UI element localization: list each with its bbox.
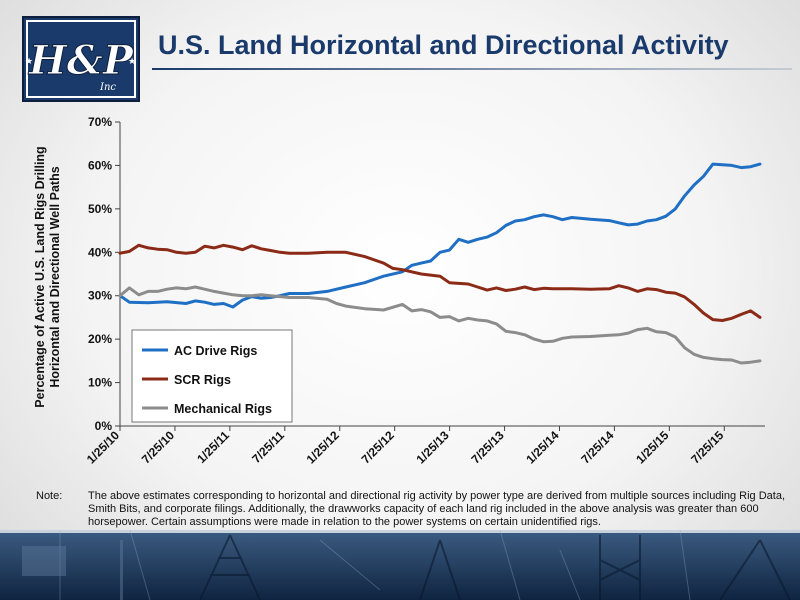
x-tick-label: 1/25/11 xyxy=(194,428,232,466)
y-axis-title: Percentage of Active U.S. Land Rigs Dril… xyxy=(33,146,62,407)
chart-axes xyxy=(119,122,765,427)
series-line-scr-rigs xyxy=(118,243,762,322)
legend-label: Mechanical Rigs xyxy=(174,402,272,416)
logo-small-text: Inc xyxy=(99,82,116,93)
y-tick-label: 40% xyxy=(88,245,112,259)
y-tick-label: 50% xyxy=(88,202,112,216)
decorative-rig-photo-strip xyxy=(0,530,800,600)
y-tick-label: 60% xyxy=(88,158,112,172)
x-tick-label: 7/25/10 xyxy=(139,428,177,466)
hp-logo: ★ ★ H&P Inc xyxy=(22,16,140,102)
y-tick-label: 30% xyxy=(88,289,112,303)
x-tick-label: 1/25/15 xyxy=(633,428,671,466)
x-tick-label: 1/25/10 xyxy=(84,428,122,466)
x-tick-label: 1/25/12 xyxy=(304,428,342,466)
x-tick-label: 7/25/13 xyxy=(468,428,506,466)
x-tick-label: 7/25/12 xyxy=(359,428,397,466)
footnote-label: Note: xyxy=(36,490,63,502)
y-axis-title-line-1: Percentage of Active U.S. Land Rigs Dril… xyxy=(33,146,47,407)
y-axis-title-line-2: Horizontal and Directional Well Paths xyxy=(48,166,62,387)
line-chart: 0% 10% 20% 30% 40% 50% 60% 70% 1/25/10 7/25/10 1/2… xyxy=(84,115,765,466)
logo-star-right: ★ xyxy=(128,57,136,67)
chart-legend: AC Drive Rigs SCR Rigs Mechanical Rigs xyxy=(131,329,293,423)
y-tick-label: 10% xyxy=(88,376,112,390)
x-tick-label: 7/25/15 xyxy=(688,428,726,466)
x-tick-label: 7/25/14 xyxy=(578,428,616,466)
legend-label: SCR Rigs xyxy=(174,373,231,387)
logo-star-left: ★ xyxy=(25,57,33,67)
footnote-text: The above estimates corresponding to hor… xyxy=(88,490,786,528)
x-tick-label: 1/25/14 xyxy=(523,428,561,466)
series-line-mechanical-rigs xyxy=(118,285,762,365)
logo-text: H&P xyxy=(28,37,135,84)
slide-title: U.S. Land Horizontal and Directional Act… xyxy=(158,30,729,60)
chart-lines xyxy=(118,162,762,365)
y-tick-label: 20% xyxy=(88,332,112,346)
legend-label: AC Drive Rigs xyxy=(174,344,257,358)
series-line-ac-drive-rigs xyxy=(118,162,762,309)
y-tick-label: 70% xyxy=(88,115,112,129)
title-divider xyxy=(152,68,792,70)
x-tick-label: 1/25/13 xyxy=(414,428,452,466)
footnote: Note: The above estimates corresponding … xyxy=(36,490,786,529)
x-tick-label: 7/25/11 xyxy=(249,428,287,466)
y-tick-label: 0% xyxy=(95,419,113,433)
